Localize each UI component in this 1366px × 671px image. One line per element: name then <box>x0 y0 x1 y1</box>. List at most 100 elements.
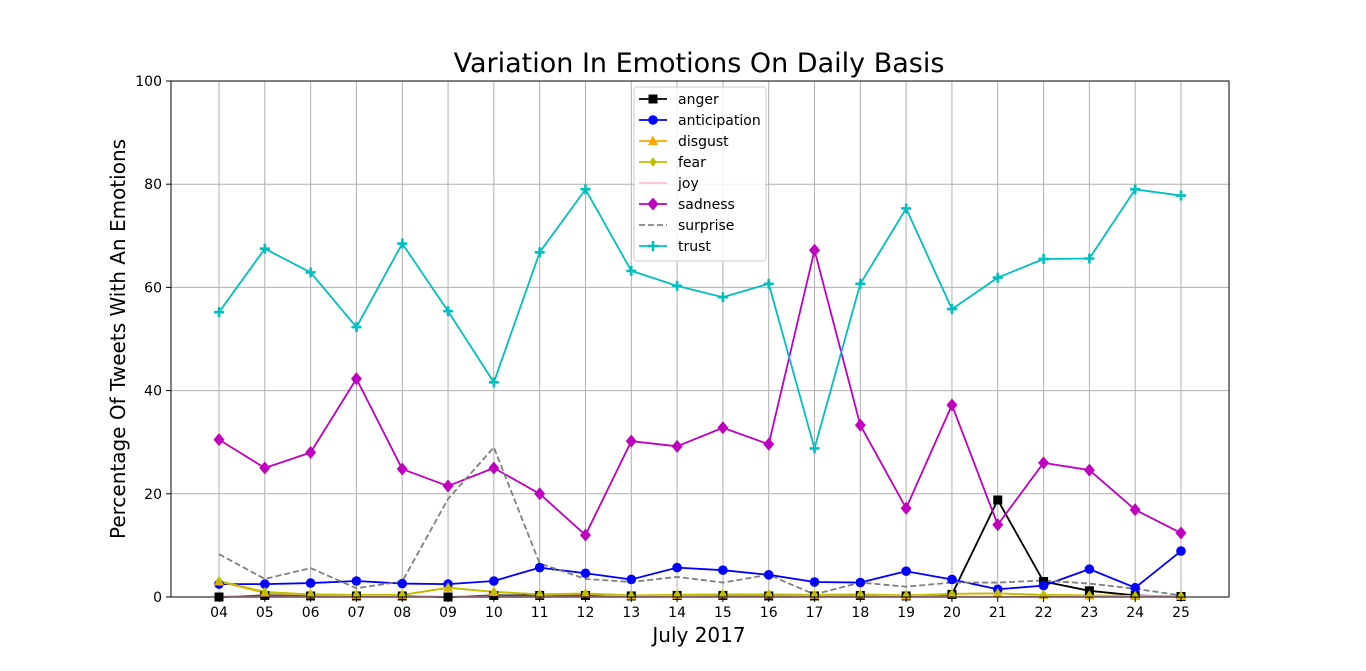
point-sadness-13 <box>625 434 637 448</box>
x-tick-label-05: 05 <box>256 605 274 621</box>
x-tick-label-10: 10 <box>485 605 503 621</box>
point-sadness-24 <box>1129 503 1141 517</box>
legend-marker-trust <box>648 241 658 251</box>
x-tick-label-19: 19 <box>897 605 915 621</box>
y-tick-label-20: 20 <box>144 487 162 503</box>
point-fear-21 <box>994 588 1002 599</box>
legend-label-anticipation: anticipation <box>678 113 761 129</box>
x-tick-label-14: 14 <box>668 605 686 621</box>
x-tick-label-15: 15 <box>714 605 732 621</box>
x-tick-label-21: 21 <box>989 605 1007 621</box>
legend-label-joy: joy <box>677 176 699 192</box>
point-fear-09 <box>444 582 452 593</box>
point-trust-18 <box>855 278 866 289</box>
y-tick-label-60: 60 <box>144 280 162 296</box>
x-tick-label-17: 17 <box>806 605 824 621</box>
point-anticipation-14 <box>672 562 682 573</box>
legend-marker-disgust <box>648 135 658 145</box>
point-trust-12 <box>580 184 591 195</box>
y-axis-label: Percentage Of Tweets With An Emotions <box>106 139 130 539</box>
legend-label-disgust: disgust <box>678 134 729 150</box>
point-sadness-10 <box>488 461 500 475</box>
point-anticipation-13 <box>626 574 637 585</box>
x-tick-label-06: 06 <box>302 605 320 621</box>
series-lines <box>218 188 1182 598</box>
x-tick-label-11: 11 <box>531 605 549 621</box>
point-sadness-18 <box>854 418 866 432</box>
series-line-trust <box>218 188 1182 450</box>
point-sadness-25 <box>1175 526 1187 540</box>
point-sadness-22 <box>1038 456 1050 470</box>
point-fear-10 <box>490 586 498 597</box>
point-trust-13 <box>626 265 637 276</box>
legend-label-sadness: sadness <box>678 197 735 213</box>
y-tick-label-80: 80 <box>144 177 162 193</box>
point-anticipation-07 <box>351 576 362 586</box>
point-anticipation-22 <box>1038 580 1049 591</box>
point-anticipation-17 <box>809 577 820 587</box>
point-fear-04 <box>215 576 223 587</box>
x-tick-label-07: 07 <box>348 605 366 621</box>
point-trust-20 <box>946 304 957 315</box>
series-line-sadness <box>218 249 1182 536</box>
point-anticipation-15 <box>718 565 728 575</box>
point-sadness-05 <box>259 461 271 475</box>
point-sadness-06 <box>305 446 317 460</box>
point-trust-25 <box>1176 190 1186 201</box>
legend-marker-anger <box>648 94 658 104</box>
point-sadness-19 <box>900 501 912 515</box>
x-tick-label-12: 12 <box>577 605 595 621</box>
point-trust-05 <box>259 243 270 254</box>
x-axis-label: July 2017 <box>650 623 745 647</box>
point-trust-09 <box>443 306 454 317</box>
legend: anger anticipation disgust fear joy sadness su… <box>633 86 767 262</box>
point-trust-19 <box>901 203 912 214</box>
point-trust-17 <box>809 443 820 454</box>
point-sadness-15 <box>717 421 729 435</box>
point-sadness-21 <box>992 518 1004 532</box>
point-anticipation-06 <box>305 578 316 588</box>
legend-marker-anticipation <box>648 115 658 125</box>
point-anticipation-12 <box>580 568 591 579</box>
x-tick-label-09: 09 <box>439 605 457 621</box>
point-anticipation-19 <box>901 566 911 576</box>
legend-label-trust: trust <box>678 239 711 255</box>
x-tick-label-24: 24 <box>1126 605 1144 621</box>
x-tick-label-08: 08 <box>393 605 411 621</box>
point-trust-11 <box>534 247 545 258</box>
point-fear-24 <box>1131 590 1139 601</box>
point-anticipation-23 <box>1084 564 1095 574</box>
point-fear-13 <box>627 590 635 601</box>
point-fear-19 <box>902 590 910 601</box>
point-trust-04 <box>214 307 224 318</box>
series-line-anger <box>218 499 1182 598</box>
point-trust-08 <box>397 238 408 249</box>
point-fear-12 <box>581 588 589 599</box>
point-trust-14 <box>672 280 683 291</box>
legend-label-surprise: surprise <box>678 218 734 234</box>
x-tick-label-13: 13 <box>622 605 640 621</box>
x-tick-label-18: 18 <box>851 605 869 621</box>
x-tick-label-04: 04 <box>210 605 228 621</box>
x-tick-label-23: 23 <box>1080 605 1098 621</box>
point-anticipation-05 <box>260 579 270 589</box>
point-trust-24 <box>1130 184 1141 195</box>
point-trust-16 <box>763 278 774 289</box>
x-axis-ticks: 04 05 06 07 08 09 10 11 12 13 14 15 16 17 18 19 20 21 22 23… <box>210 597 1190 621</box>
x-tick-label-25: 25 <box>1172 605 1190 621</box>
plot-frame <box>170 80 1230 598</box>
point-anticipation-16 <box>763 570 774 580</box>
y-tick-label-0: 0 <box>153 590 162 606</box>
x-tick-label-16: 16 <box>760 605 778 621</box>
point-anticipation-08 <box>397 578 408 589</box>
point-sadness-12 <box>579 528 591 542</box>
point-anticipation-10 <box>489 576 499 586</box>
point-sadness-09 <box>442 479 454 493</box>
point-trust-10 <box>488 377 499 388</box>
point-trust-07 <box>351 322 362 333</box>
x-tick-label-22: 22 <box>1035 605 1053 621</box>
series-line-surprise <box>218 446 1182 597</box>
legend-box <box>633 86 767 262</box>
point-sadness-14 <box>671 439 683 453</box>
